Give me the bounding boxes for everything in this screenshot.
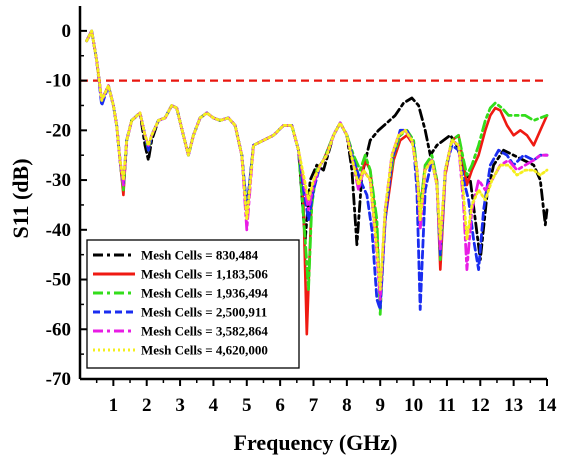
legend-label-5: Mesh Cells = 3,582,864 (141, 324, 268, 339)
x-tick-label: 10 (404, 395, 423, 416)
y-tick-label: 0 (62, 21, 72, 42)
legend-label-1: Mesh Cells = 830,484 (141, 248, 259, 263)
x-tick-label: 12 (471, 395, 490, 416)
legend-label-2: Mesh Cells = 1,183,506 (141, 267, 268, 282)
legend-label-4: Mesh Cells = 2,500,911 (141, 305, 267, 320)
x-tick-label: 14 (538, 395, 558, 416)
x-tick-label: 5 (242, 395, 252, 416)
y-tick-label: -50 (46, 270, 71, 291)
y-tick-label: -70 (46, 369, 71, 390)
x-tick-label: 13 (504, 395, 523, 416)
legend-label-6: Mesh Cells = 4,620,000 (141, 343, 268, 358)
y-axis-title: S11 (dB) (8, 158, 33, 238)
x-tick-label: 4 (209, 395, 219, 416)
x-tick-label: 2 (142, 395, 152, 416)
x-tick-label: 11 (438, 395, 456, 416)
x-axis-title: Frequency (GHz) (234, 430, 398, 455)
y-tick-label: -30 (46, 170, 71, 191)
y-tick-label: -10 (46, 71, 71, 92)
legend-label-3: Mesh Cells = 1,936,494 (141, 286, 268, 301)
series-line-6 (85, 29, 549, 291)
x-tick-label: 8 (342, 395, 352, 416)
legend-box (86, 239, 300, 369)
x-tick-label: 3 (175, 395, 185, 416)
x-tick-label: 1 (109, 395, 119, 416)
y-tick-label: -60 (46, 319, 71, 340)
x-tick-label: 9 (375, 395, 385, 416)
x-tick-label: 7 (309, 395, 319, 416)
y-tick-label: -20 (46, 120, 71, 141)
y-tick-label: -40 (46, 220, 71, 241)
x-tick-label: 6 (275, 395, 285, 416)
